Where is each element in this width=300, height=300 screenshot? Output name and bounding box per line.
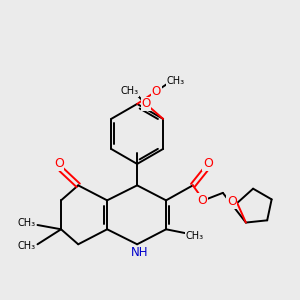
- Text: O: O: [198, 194, 207, 207]
- Text: O: O: [152, 85, 161, 98]
- Text: CH₃: CH₃: [121, 86, 139, 96]
- Text: NH: NH: [130, 246, 148, 260]
- Text: O: O: [141, 98, 151, 110]
- Text: CH₃: CH₃: [18, 242, 36, 251]
- Text: CH₃: CH₃: [186, 231, 204, 241]
- Text: O: O: [54, 158, 64, 170]
- Text: O: O: [227, 195, 237, 208]
- Text: O: O: [203, 158, 213, 170]
- Text: CH₃: CH₃: [167, 76, 185, 86]
- Text: CH₃: CH₃: [18, 218, 36, 228]
